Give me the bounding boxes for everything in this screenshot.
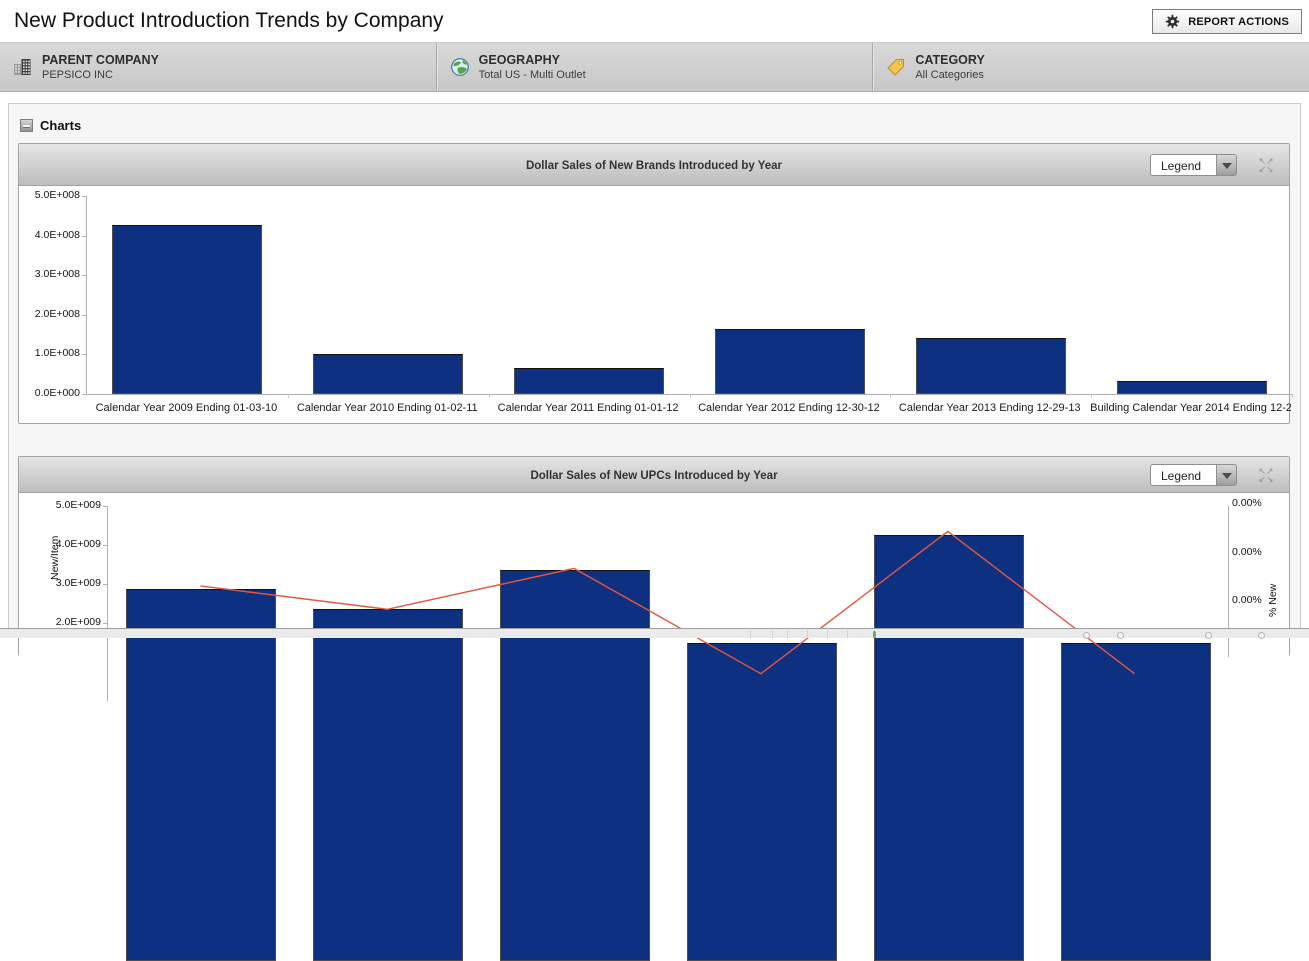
bar-new-upcs-4 xyxy=(687,643,837,961)
tag-icon xyxy=(885,56,907,78)
bar-new-upcs-6 xyxy=(1061,643,1211,961)
bar-new-upcs-2 xyxy=(313,609,463,961)
y-tick-label: 3.0E+009 xyxy=(37,577,101,589)
chart1-legend-label: Legend xyxy=(1150,154,1216,176)
taskbar-circle-icon xyxy=(1205,632,1212,639)
y-tick-mark xyxy=(82,354,86,355)
collapse-charts-button[interactable] xyxy=(20,119,33,132)
filter-category[interactable]: CATEGORY All Categories xyxy=(872,43,1309,91)
y-tick-mark xyxy=(103,506,107,507)
maximize-icon[interactable]: ↖↗↙↘ xyxy=(1257,157,1275,173)
taskbar-circle-icon xyxy=(1117,632,1124,639)
y-tick-mark xyxy=(103,545,107,546)
chevron-down-icon[interactable] xyxy=(1216,464,1237,486)
y-tick-label: 1.0E+008 xyxy=(19,347,80,359)
y-tick-label: 2.0E+009 xyxy=(37,616,101,628)
bar-new-brands-5 xyxy=(916,338,1066,394)
y-tick-mark xyxy=(103,623,107,624)
bar-new-brands-6 xyxy=(1117,381,1267,394)
geography-label: GEOGRAPHY xyxy=(479,52,586,68)
chart2-right-axis-title: % New xyxy=(1267,584,1279,617)
y-tick-mark xyxy=(82,275,86,276)
y-tick-label: 4.0E+009 xyxy=(37,538,101,550)
gear-icon xyxy=(1165,14,1180,29)
x-axis-label: Calendar Year 2009 Ending 01-03-10 xyxy=(86,402,287,414)
x-axis-label: Calendar Year 2012 Ending 12-30-12 xyxy=(689,402,890,414)
bar-new-brands-4 xyxy=(715,329,865,394)
report-actions-button[interactable]: REPORT ACTIONS xyxy=(1152,9,1302,34)
category-tick xyxy=(690,394,691,398)
category-tick xyxy=(1292,394,1293,398)
chevron-down-icon[interactable] xyxy=(1216,154,1237,176)
y-tick-label: 2.0E+008 xyxy=(19,308,80,320)
geography-value: Total US - Multi Outlet xyxy=(479,68,586,82)
y-tick-label: 5.0E+009 xyxy=(37,499,101,511)
chart-panel-new-brands: Dollar Sales of New Brands Introduced by… xyxy=(18,143,1290,424)
bar-new-brands-2 xyxy=(313,354,463,394)
page-title: New Product Introduction Trends by Compa… xyxy=(14,9,444,33)
filter-bar: PARENT COMPANY PEPSICO INC GEOGRAPHY Tot… xyxy=(0,42,1309,92)
parent-company-value: PEPSICO INC xyxy=(42,68,159,82)
category-tick xyxy=(1091,394,1092,398)
parent-company-label: PARENT COMPANY xyxy=(42,52,159,68)
chart1-title: Dollar Sales of New Brands Introduced by… xyxy=(526,160,782,172)
charts-section-header: Charts xyxy=(20,118,81,133)
chart2-title: Dollar Sales of New UPCs Introduced by Y… xyxy=(530,470,777,482)
category-tick xyxy=(288,394,289,398)
bar-new-brands-1 xyxy=(112,225,262,394)
globe-icon xyxy=(449,56,471,78)
y-tick-label: 5.0E+008 xyxy=(19,189,80,201)
y-tick-mark xyxy=(82,196,86,197)
chart2-legend-dropdown[interactable]: Legend xyxy=(1150,464,1237,486)
y-tick-label: 3.0E+008 xyxy=(19,268,80,280)
filter-parent-company[interactable]: PARENT COMPANY PEPSICO INC xyxy=(0,43,436,91)
category-tick xyxy=(890,394,891,398)
right-tick-label: 0.00% xyxy=(1232,594,1262,606)
right-tick-label: 0.00% xyxy=(1232,497,1262,509)
y-tick-mark xyxy=(82,315,86,316)
x-axis-label: Calendar Year 2010 Ending 01-02-11 xyxy=(287,402,488,414)
y-tick-label: 4.0E+008 xyxy=(19,229,80,241)
y-tick-mark xyxy=(82,236,86,237)
report-actions-label: REPORT ACTIONS xyxy=(1188,16,1289,28)
chart-panel-new-upcs: Dollar Sales of New UPCs Introduced by Y… xyxy=(18,456,1290,656)
x-axis-label: Building Calendar Year 2014 Ending 12-2.… xyxy=(1090,402,1291,414)
y-tick-mark xyxy=(103,584,107,585)
x-axis-label: Calendar Year 2011 Ending 01-01-12 xyxy=(488,402,689,414)
page-header: New Product Introduction Trends by Compa… xyxy=(0,0,1309,42)
right-tick-label: 0.00% xyxy=(1232,546,1262,558)
category-tick xyxy=(489,394,490,398)
chart1-header: Dollar Sales of New Brands Introduced by… xyxy=(19,144,1289,186)
x-axis-label: Calendar Year 2013 Ending 12-29-13 xyxy=(889,402,1090,414)
chart2-legend-label: Legend xyxy=(1150,464,1216,486)
buildings-icon xyxy=(12,56,34,78)
pct-new-line xyxy=(200,531,1134,673)
taskbar-circle-icon xyxy=(1258,632,1265,639)
category-label: CATEGORY xyxy=(915,52,984,68)
y-tick-label: 0.0E+000 xyxy=(19,387,80,399)
maximize-icon[interactable]: ↖↗↙↘ xyxy=(1257,467,1275,483)
y-tick-mark xyxy=(82,394,86,395)
filter-geography[interactable]: GEOGRAPHY Total US - Multi Outlet xyxy=(436,43,873,91)
minus-icon xyxy=(23,125,30,127)
category-value: All Categories xyxy=(915,68,984,82)
charts-section-label: Charts xyxy=(40,118,81,133)
chart1-legend-dropdown[interactable]: Legend xyxy=(1150,154,1237,176)
chart1-plot-area xyxy=(86,196,1292,395)
taskbar-circle-icon xyxy=(1083,632,1090,639)
bar-new-brands-3 xyxy=(514,368,664,394)
